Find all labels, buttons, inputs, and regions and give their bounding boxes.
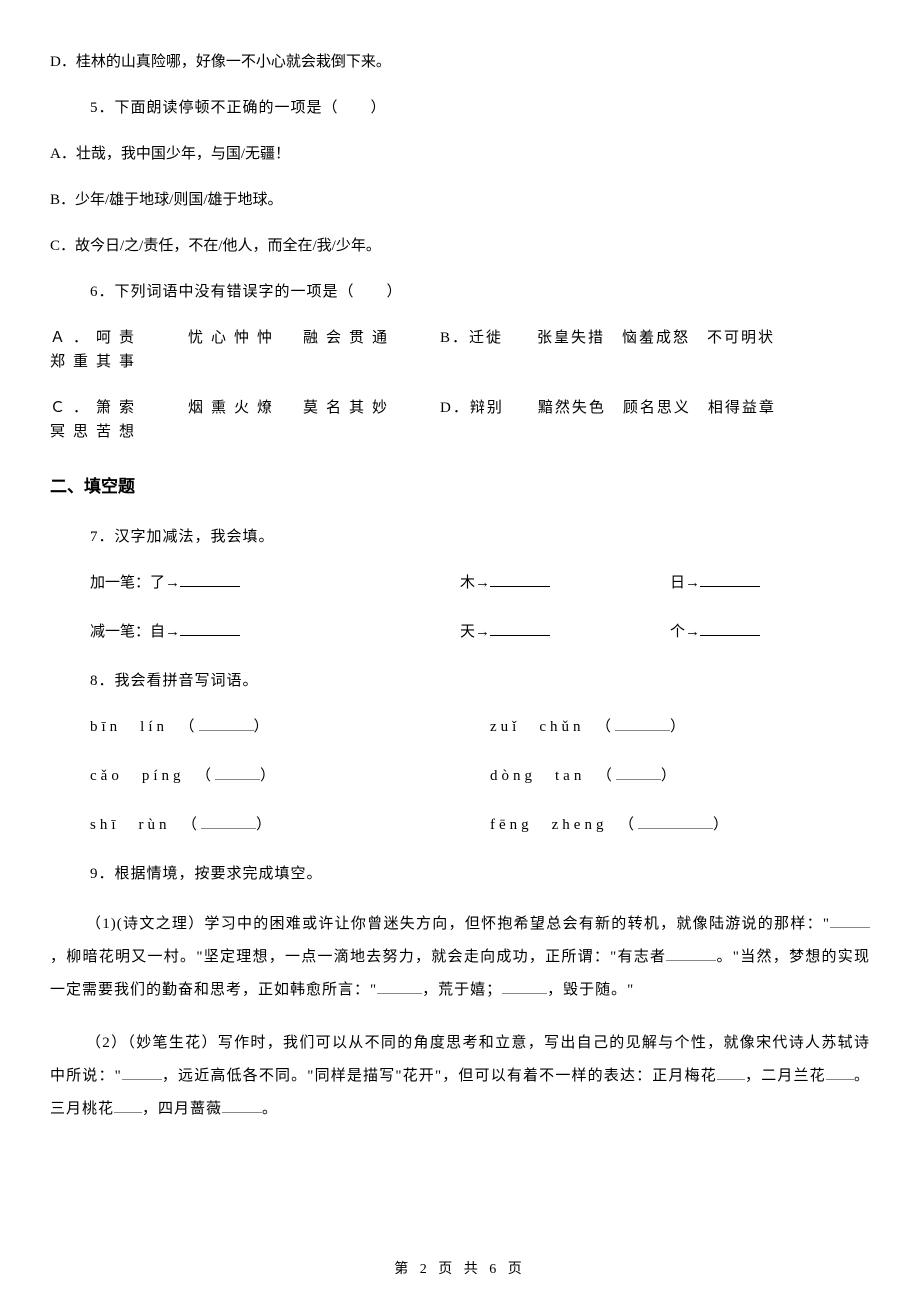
- blank-input[interactable]: [826, 1068, 854, 1080]
- close-paren: ）: [254, 719, 273, 735]
- page-footer: 第 2 页 共 6 页: [0, 1258, 920, 1278]
- blank-input[interactable]: [666, 949, 716, 961]
- q7-row-2: 减一笔：自→ 天→ 个→: [50, 620, 870, 641]
- q8-r2-left: cǎo píng （ ）: [90, 764, 490, 785]
- blank-input[interactable]: [615, 719, 670, 731]
- q8-row-1: bīn lín （ ） zuǐ chǔn （ ）: [50, 715, 870, 736]
- q9-p2c: ，二月兰花: [745, 1068, 826, 1084]
- q6-row-ab: Ａ．呵责 忧心忡忡 融会贯通 郑重其事 B．迁徙 张皇失措 恼羞成怒 不可明状: [50, 326, 870, 374]
- q7-r2-c3-text: 个→: [670, 624, 700, 640]
- q8-r2-left-text: cǎo píng （: [90, 768, 215, 784]
- blank-input[interactable]: [199, 719, 254, 731]
- q8-r3-right: fēng zheng （ ）: [490, 813, 870, 834]
- q7-r1-c2-text: 木→: [460, 575, 490, 591]
- q5-stem: 5．下面朗读停顿不正确的一项是（ ）: [50, 96, 870, 120]
- close-paren: ）: [661, 768, 680, 784]
- q8-r3-left: shī rùn （ ）: [90, 813, 490, 834]
- q9-para-2: （2）（妙笔生花）写作时，我们可以从不同的角度思考和立意，写出自己的见解与个性，…: [50, 1027, 870, 1126]
- q7-r2-c2: 天→: [460, 620, 670, 641]
- q7-r2-c3: 个→: [670, 620, 870, 641]
- q8-r2-right-text: dòng tan （: [490, 768, 616, 784]
- q7-r1-c3: 日→: [670, 571, 870, 592]
- blank-input[interactable]: [180, 622, 240, 636]
- q5-option-b: B．少年/雄于地球/则国/雄于地球。: [50, 188, 870, 212]
- q6-option-b: B．迁徙 张皇失措 恼羞成怒 不可明状: [440, 326, 870, 374]
- blank-input[interactable]: [490, 573, 550, 587]
- q7-row-1: 加一笔：了→ 木→ 日→: [50, 571, 870, 592]
- q4-option-d: D．桂林的山真险哪，好像一不小心就会栽倒下来。: [50, 50, 870, 74]
- q8-r1-left: bīn lín （ ）: [90, 715, 490, 736]
- blank-input[interactable]: [717, 1068, 745, 1080]
- q8-r3-left-text: shī rùn （: [90, 817, 201, 833]
- q6-option-a: Ａ．呵责 忧心忡忡 融会贯通 郑重其事: [50, 326, 440, 374]
- q8-r3-right-text: fēng zheng （: [490, 817, 638, 833]
- blank-input[interactable]: [638, 817, 713, 829]
- q7-r1-c1: 加一笔：了→: [90, 571, 460, 592]
- q8-r2-right: dòng tan （ ）: [490, 764, 870, 785]
- q6-option-d: D．辩别 黯然失色 顾名思义 相得益章: [440, 396, 870, 444]
- q9-p1b: ，柳暗花明又一村。"坚定理想，一点一滴地去努力，就会走向成功，正所谓："有志者: [50, 949, 666, 965]
- close-paren: ）: [260, 768, 279, 784]
- q7-r2-c1-text: 减一笔：自→: [90, 624, 180, 640]
- q9-p1a: （1)(诗文之理）学习中的困难或许让你曾迷失方向，但怀抱希望总会有新的转机，就像…: [86, 916, 830, 932]
- q9-p2f: 。: [262, 1101, 278, 1117]
- blank-input[interactable]: [201, 817, 256, 829]
- q8-r1-right: zuǐ chǔn （ ）: [490, 715, 870, 736]
- q8-row-3: shī rùn （ ） fēng zheng （ ）: [50, 813, 870, 834]
- blank-input[interactable]: [616, 768, 661, 780]
- q5-option-a: A．壮哉，我中国少年，与国/无疆！: [50, 142, 870, 166]
- q8-stem: 8．我会看拼音写词语。: [50, 669, 870, 693]
- blank-input[interactable]: [122, 1068, 162, 1080]
- q7-r1-c3-text: 日→: [670, 575, 700, 591]
- blank-input[interactable]: [700, 622, 760, 636]
- blank-input[interactable]: [700, 573, 760, 587]
- q7-r2-c2-text: 天→: [460, 624, 490, 640]
- section-2-title: 二、填空题: [50, 472, 870, 497]
- q9-p1d: ，荒于嬉；: [422, 982, 502, 998]
- close-paren: ）: [256, 817, 275, 833]
- blank-input[interactable]: [830, 916, 870, 928]
- close-paren: ）: [713, 817, 732, 833]
- blank-input[interactable]: [490, 622, 550, 636]
- q9-para-1: （1)(诗文之理）学习中的困难或许让你曾迷失方向，但怀抱希望总会有新的转机，就像…: [50, 908, 870, 1007]
- blank-input[interactable]: [377, 982, 422, 994]
- q8-r1-right-text: zuǐ chǔn （: [490, 719, 615, 735]
- close-paren: ）: [670, 719, 689, 735]
- q9-stem: 9．根据情境，按要求完成填空。: [50, 862, 870, 886]
- blank-input[interactable]: [114, 1101, 142, 1113]
- blank-input[interactable]: [180, 573, 240, 587]
- q7-r2-c1: 减一笔：自→: [90, 620, 460, 641]
- q6-option-c: Ｃ．箫索 烟熏火燎 莫名其妙 冥思苦想: [50, 396, 440, 444]
- q6-row-cd: Ｃ．箫索 烟熏火燎 莫名其妙 冥思苦想 D．辩别 黯然失色 顾名思义 相得益章: [50, 396, 870, 444]
- blank-input[interactable]: [502, 982, 547, 994]
- q7-r1-c1-text: 加一笔：了→: [90, 575, 180, 591]
- q8-r1-left-text: bīn lín （: [90, 719, 199, 735]
- q8-row-2: cǎo píng （ ） dòng tan （ ）: [50, 764, 870, 785]
- q9-p2e: ，四月蔷薇: [142, 1101, 222, 1117]
- q9-p1e: ，毁于随。": [547, 982, 634, 998]
- blank-input[interactable]: [222, 1101, 262, 1113]
- blank-input[interactable]: [215, 768, 260, 780]
- q7-r1-c2: 木→: [460, 571, 670, 592]
- q5-option-c: C．故今日/之/责任，不在/他人，而全在/我/少年。: [50, 234, 870, 258]
- q6-stem: 6．下列词语中没有错误字的一项是（ ）: [50, 280, 870, 304]
- q9-p2b: ，远近高低各不同。"同样是描写"花开"，但可以有着不一样的表达：正月梅花: [162, 1068, 717, 1084]
- q7-stem: 7．汉字加减法，我会填。: [50, 525, 870, 549]
